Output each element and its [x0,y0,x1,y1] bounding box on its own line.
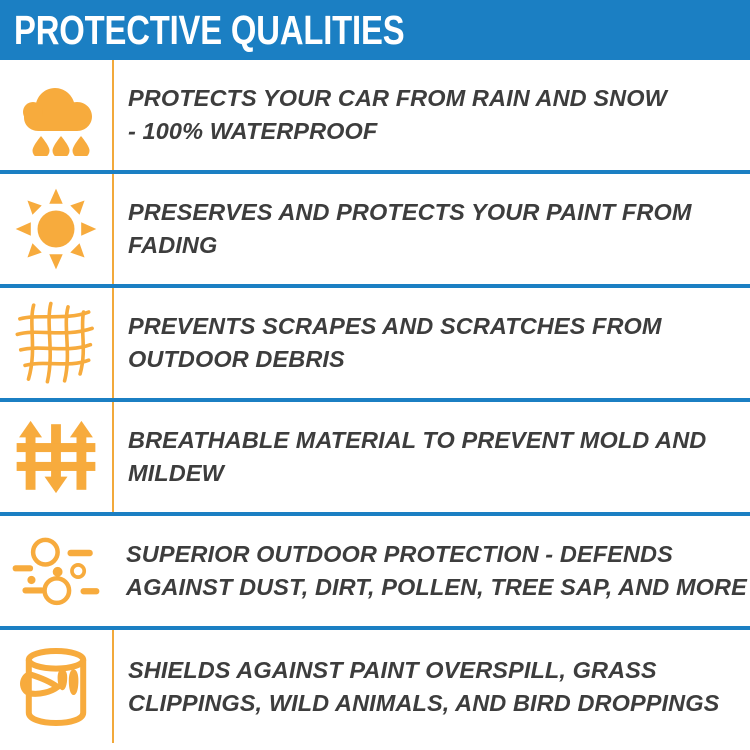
feature-text-line-2: FADING [128,232,218,258]
sun-icon [15,188,97,270]
text-cell: PROTECTS YOUR CAR FROM RAIN AND SNOW - 1… [114,60,750,170]
paint-can-icon [20,647,87,726]
text-cell: PREVENTS SCRAPES AND SCRATCHES FROM OUTD… [114,288,750,398]
feature-text-line-1: PREVENTS SCRAPES AND SCRATCHES FROM [128,313,662,339]
feature-text: SHIELDS AGAINST PAINT OVERSPILL, GRASS C… [128,654,719,720]
feature-text-line-2: OUTDOOR DEBRIS [128,346,345,372]
text-cell: BREATHABLE MATERIAL TO PREVENT MOLD AND … [114,402,750,512]
rain-cloud-icon [23,88,92,156]
icon-cell [0,516,112,626]
feature-text-line-2: MILDEW [128,460,224,486]
feature-text: PREVENTS SCRAPES AND SCRATCHES FROM OUTD… [128,310,662,376]
feature-text-line-1: PROTECTS YOUR CAR FROM RAIN AND SNOW [128,85,667,111]
scratch-mesh-icon [15,301,94,384]
row-vertical-divider [112,630,114,743]
feature-text-line-2: - 100% WATERPROOF [128,118,378,144]
feature-text-line-1: PRESERVES AND PROTECTS YOUR PAINT FROM [128,199,692,225]
feature-row: PREVENTS SCRAPES AND SCRATCHES FROM OUTD… [0,288,750,402]
feature-row: SHIELDS AGAINST PAINT OVERSPILL, GRASS C… [0,630,750,743]
feature-row: PRESERVES AND PROTECTS YOUR PAINT FROM F… [0,174,750,288]
feature-row: PROTECTS YOUR CAR FROM RAIN AND SNOW - 1… [0,60,750,174]
feature-row: BREATHABLE MATERIAL TO PREVENT MOLD AND … [0,402,750,516]
page-title: PROTECTIVE QUALITIES [14,6,405,53]
text-cell: SHIELDS AGAINST PAINT OVERSPILL, GRASS C… [114,630,750,743]
feature-text: PROTECTS YOUR CAR FROM RAIN AND SNOW - 1… [128,82,667,148]
dust-particles-icon [12,537,100,606]
icon-cell [0,60,112,170]
row-vertical-divider [112,402,114,512]
feature-text-line-1: SHIELDS AGAINST PAINT OVERSPILL, GRASS [128,656,657,683]
feature-text-line-2: CLIPPINGS, WILD ANIMALS, AND BIRD DROPPI… [128,689,720,716]
feature-text: PRESERVES AND PROTECTS YOUR PAINT FROM F… [128,196,692,262]
feature-text-line-2: AGAINST DUST, DIRT, POLLEN, TREE SAP, AN… [126,574,747,600]
icon-cell [0,288,112,398]
row-vertical-divider [112,288,114,398]
text-cell: PRESERVES AND PROTECTS YOUR PAINT FROM F… [114,174,750,284]
breathable-airflow-arrows-icon [16,420,96,494]
header-bar: PROTECTIVE QUALITIES [0,0,750,60]
row-vertical-divider [112,174,114,284]
feature-text-line-1: SUPERIOR OUTDOOR PROTECTION - DEFENDS [126,541,673,567]
icon-cell [0,174,112,284]
icon-cell [0,630,112,743]
feature-row: SUPERIOR OUTDOOR PROTECTION - DEFENDS AG… [0,516,750,630]
text-cell: SUPERIOR OUTDOOR PROTECTION - DEFENDS AG… [112,516,750,626]
feature-text: SUPERIOR OUTDOOR PROTECTION - DEFENDS AG… [126,538,747,604]
row-vertical-divider [112,60,114,170]
icon-cell [0,402,112,512]
feature-text: BREATHABLE MATERIAL TO PREVENT MOLD AND … [128,424,706,490]
feature-list: PROTECTS YOUR CAR FROM RAIN AND SNOW - 1… [0,60,750,743]
feature-text-line-1: BREATHABLE MATERIAL TO PREVENT MOLD AND [128,427,707,453]
